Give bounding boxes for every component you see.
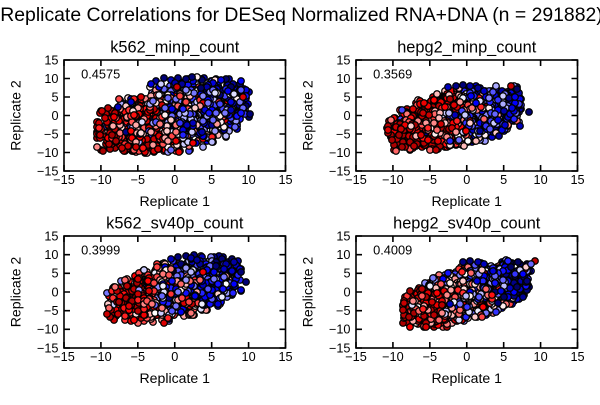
svg-text:Replicate 2: Replicate 2 xyxy=(300,80,316,151)
svg-text:5: 5 xyxy=(343,90,350,104)
svg-text:−5: −5 xyxy=(131,173,145,187)
svg-text:k562_minp_count: k562_minp_count xyxy=(110,38,239,56)
svg-text:0.4575: 0.4575 xyxy=(81,67,120,82)
svg-text:0.3569: 0.3569 xyxy=(373,67,412,82)
svg-text:10: 10 xyxy=(44,72,58,86)
svg-text:0: 0 xyxy=(463,173,470,187)
svg-text:−15: −15 xyxy=(329,164,351,178)
svg-text:−10: −10 xyxy=(382,173,404,187)
svg-text:−5: −5 xyxy=(44,127,58,141)
svg-text:15: 15 xyxy=(44,53,58,67)
svg-text:hepg2_minp_count: hepg2_minp_count xyxy=(397,38,536,56)
svg-text:10: 10 xyxy=(534,173,548,187)
svg-text:15: 15 xyxy=(570,173,584,187)
svg-text:0: 0 xyxy=(343,109,350,123)
svg-text:0: 0 xyxy=(51,109,58,123)
svg-text:−10: −10 xyxy=(37,146,59,160)
svg-text:−5: −5 xyxy=(423,173,437,187)
svg-text:0: 0 xyxy=(171,173,178,187)
svg-text:Replicate 1: Replicate 1 xyxy=(431,193,502,209)
svg-text:−15: −15 xyxy=(37,164,59,178)
svg-text:−10: −10 xyxy=(90,173,112,187)
svg-text:5: 5 xyxy=(208,173,215,187)
svg-text:5: 5 xyxy=(51,90,58,104)
svg-text:5: 5 xyxy=(500,173,507,187)
svg-text:15: 15 xyxy=(336,53,350,67)
svg-text:−10: −10 xyxy=(329,146,351,160)
svg-text:−5: −5 xyxy=(336,127,350,141)
svg-text:10: 10 xyxy=(336,72,350,86)
svg-text:Replicate 1: Replicate 1 xyxy=(139,193,210,209)
svg-text:10: 10 xyxy=(242,173,256,187)
svg-text:Replicate Correlations for DES: Replicate Correlations for DESeq Normali… xyxy=(0,4,600,26)
svg-text:Replicate 2: Replicate 2 xyxy=(8,80,24,151)
svg-text:15: 15 xyxy=(278,173,292,187)
